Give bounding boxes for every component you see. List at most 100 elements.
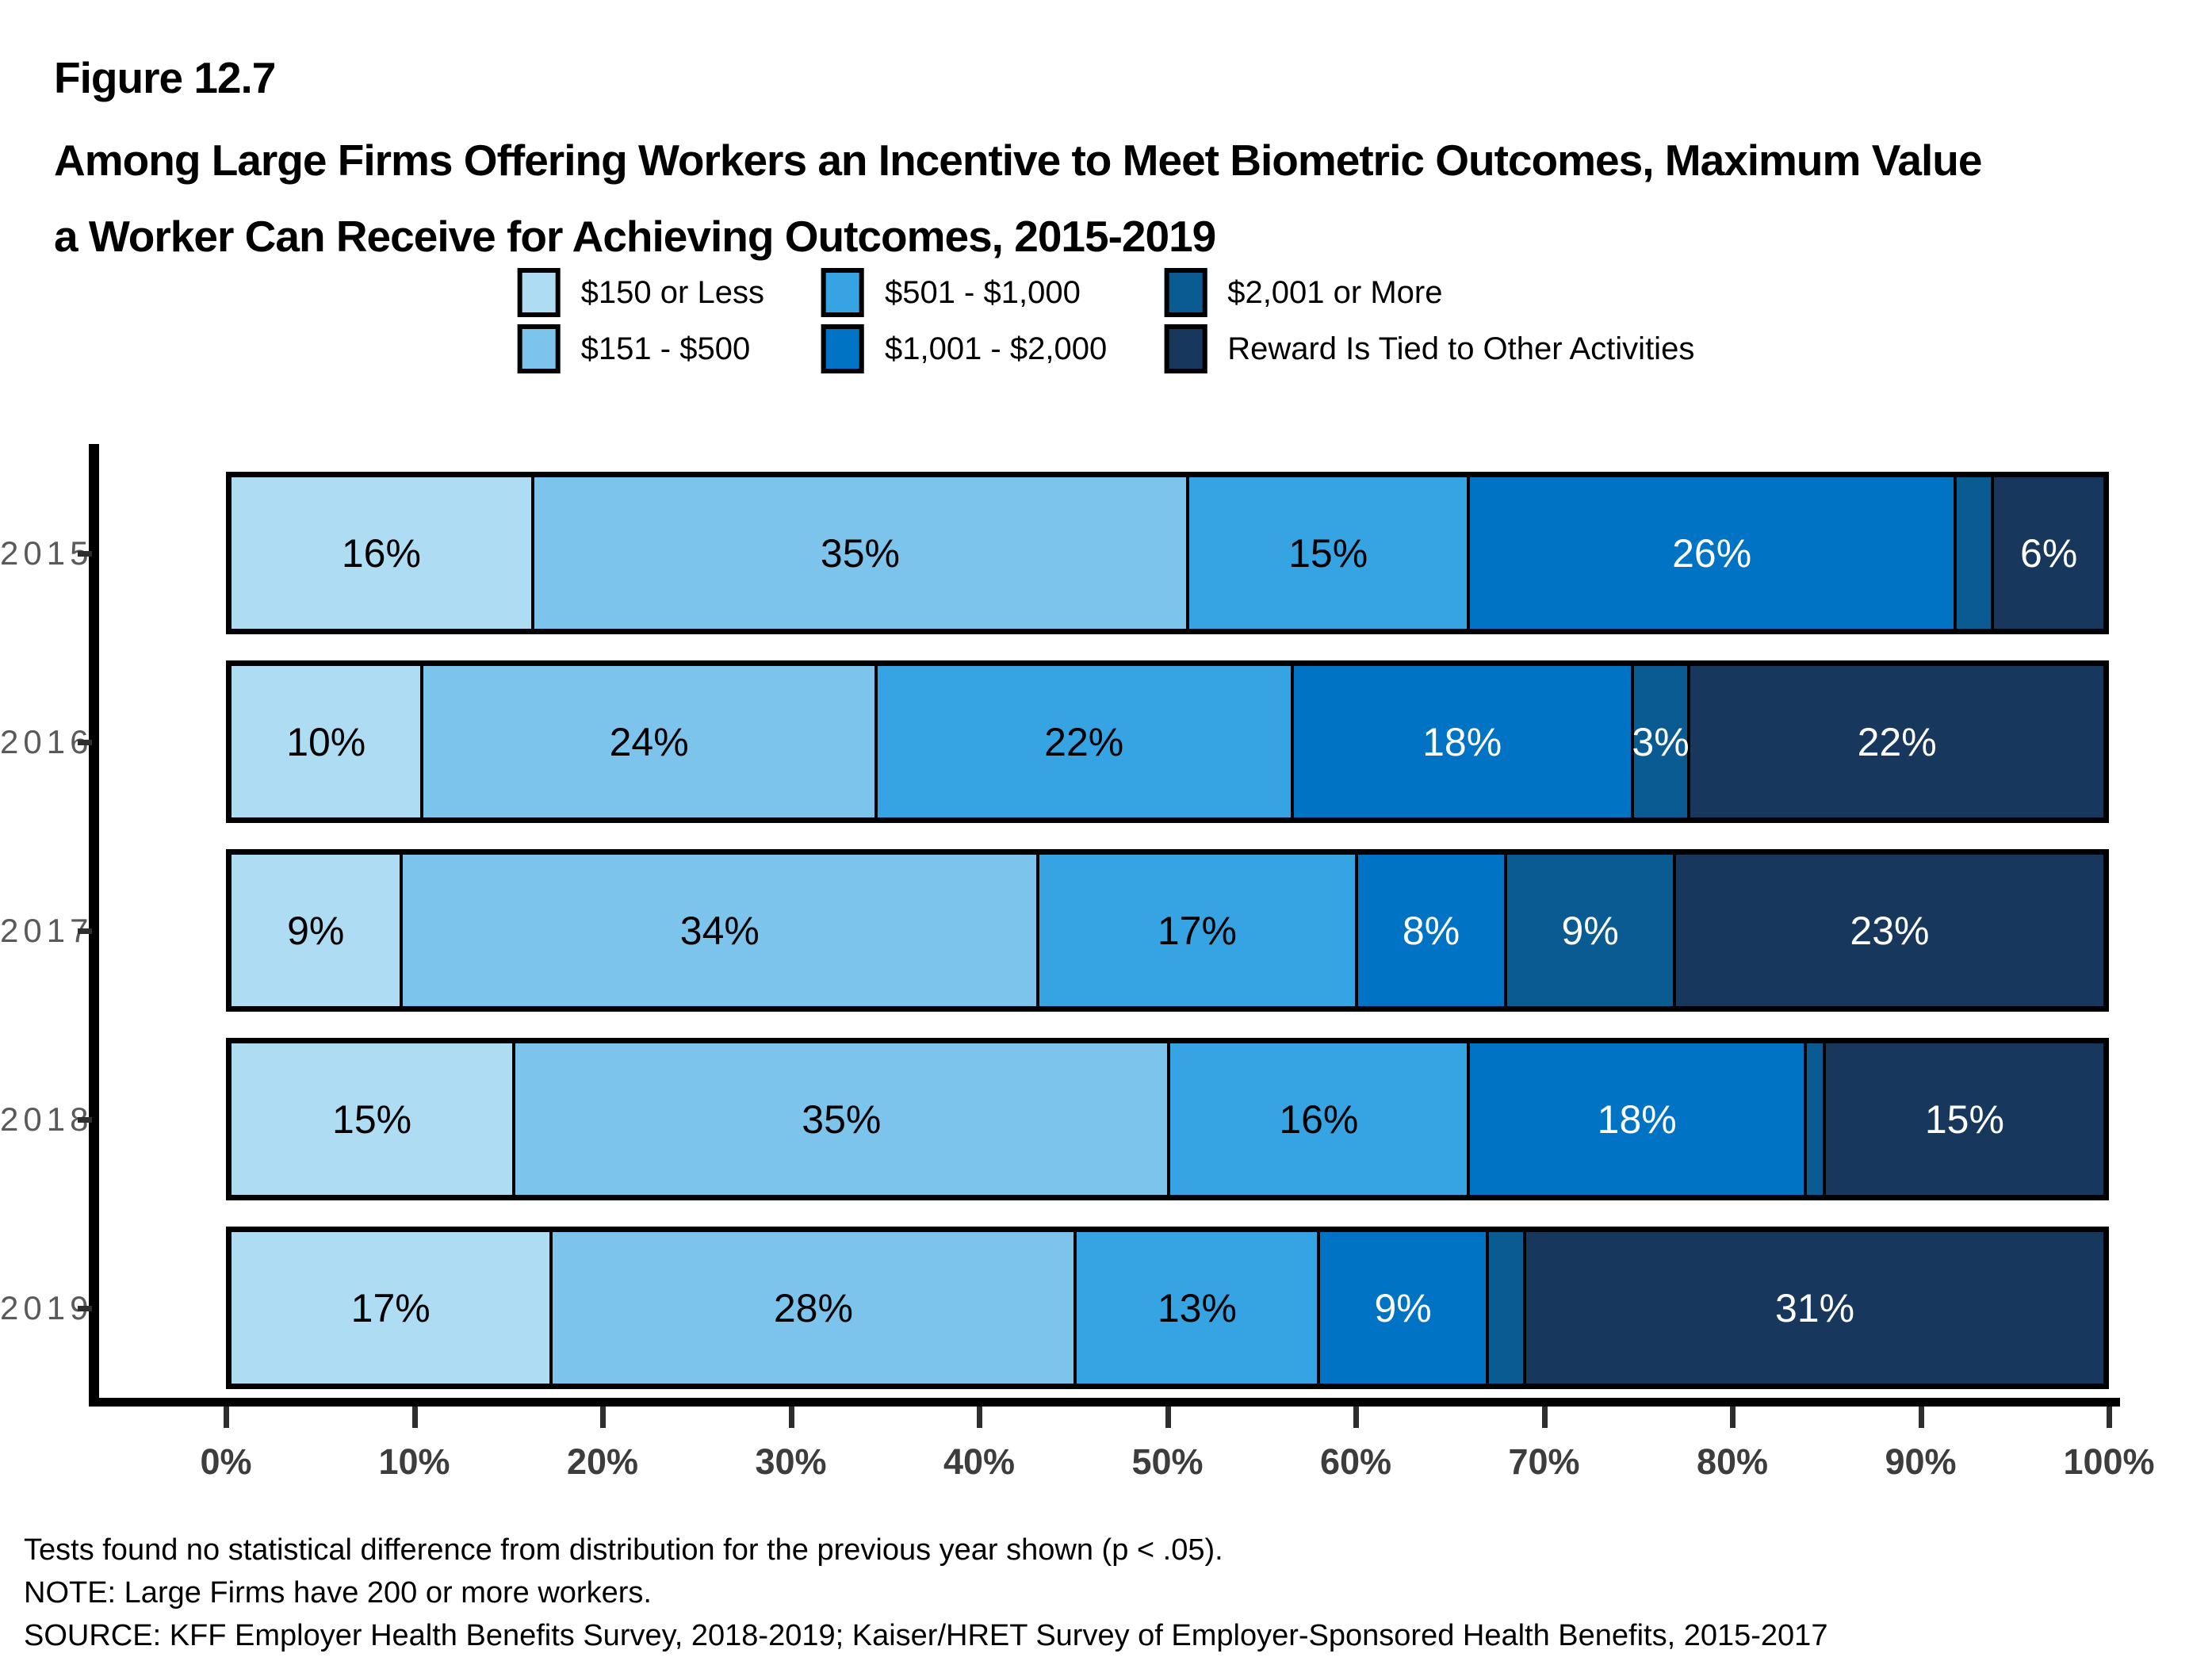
segment-value-label: 9% bbox=[287, 908, 345, 953]
y-axis-label-2019: 2019 bbox=[0, 1288, 94, 1326]
legend-column-2: $501 - $1,000 $1,001 - $2,000 bbox=[821, 268, 1107, 373]
segment-value-label: 35% bbox=[802, 1097, 882, 1142]
segment-value-label: 9% bbox=[1374, 1285, 1432, 1330]
segment-2017-1-001-2-000: 8% bbox=[1354, 855, 1505, 1006]
x-axis-line bbox=[89, 1398, 2120, 1407]
segment-value-label: 28% bbox=[773, 1285, 853, 1330]
bar-2017: 9% 34% 17% 8% 9% 23% bbox=[226, 849, 2109, 1012]
segment-2017-151-500: 34% bbox=[400, 855, 1037, 1006]
figure-title-line1: Among Large Firms Offering Workers an In… bbox=[54, 136, 1982, 185]
y-axis-tick-2016 bbox=[78, 739, 92, 745]
plot-area: 2015 2016 2017 2018 2019 16% 35% 15% 26% 6% 10% 24… bbox=[0, 444, 2212, 1498]
x-axis-tick-100 bbox=[2107, 1407, 2112, 1428]
footnote-statistics: Tests found no statistical difference fr… bbox=[24, 1533, 1223, 1567]
legend-item-150-or-less: $150 or Less bbox=[517, 268, 764, 317]
segment-2019-reward-is-tied-to-other-activities: 31% bbox=[1523, 1232, 2103, 1384]
segment-2018-2-001-or-more bbox=[1804, 1043, 1823, 1195]
y-axis-tick-2017 bbox=[78, 928, 92, 934]
legend-swatch-501-1-000-icon bbox=[821, 268, 864, 317]
segment-value-label: 34% bbox=[679, 908, 760, 953]
x-axis-label-30: 30% bbox=[755, 1441, 827, 1482]
segment-2016-2-001-or-more: 3% bbox=[1630, 666, 1690, 817]
x-axis-tick-90 bbox=[1918, 1407, 1924, 1428]
segment-value-label: 16% bbox=[1279, 1097, 1359, 1142]
y-axis-tick-2015 bbox=[78, 550, 92, 557]
segment-value-label: 8% bbox=[1402, 908, 1460, 953]
segment-2019-501-1-000: 13% bbox=[1073, 1232, 1318, 1384]
x-axis-label-20: 20% bbox=[566, 1441, 639, 1482]
y-axis-label-2018: 2018 bbox=[0, 1100, 94, 1138]
segment-2018-reward-is-tied-to-other-activities: 15% bbox=[1822, 1043, 2103, 1195]
x-axis-label-60: 60% bbox=[1319, 1441, 1392, 1482]
legend-item-2-001-or-more: $2,001 or More bbox=[1164, 268, 1694, 317]
title-block: Figure 12.7 Among Large Firms Offering W… bbox=[54, 49, 1982, 274]
x-axis-tick-60 bbox=[1353, 1407, 1359, 1428]
segment-value-label: 3% bbox=[1632, 719, 1690, 764]
segment-value-label: 15% bbox=[332, 1097, 412, 1142]
segment-2016-501-1-000: 22% bbox=[874, 666, 1291, 817]
x-axis-label-10: 10% bbox=[378, 1441, 450, 1482]
legend-label-501-1-000: $501 - $1,000 bbox=[884, 274, 1081, 310]
x-axis-tick-20 bbox=[600, 1407, 606, 1428]
segment-2019-151-500: 28% bbox=[549, 1232, 1074, 1384]
bar-2015: 16% 35% 15% 26% 6% bbox=[226, 472, 2109, 634]
bar-2016: 10% 24% 22% 18% 3% 22% bbox=[226, 660, 2109, 823]
segment-2019-1-001-2-000: 9% bbox=[1317, 1232, 1486, 1384]
segment-value-label: 18% bbox=[1422, 719, 1502, 764]
segment-2017-501-1-000: 17% bbox=[1036, 855, 1355, 1006]
legend-label-2-001-or-more: $2,001 or More bbox=[1227, 274, 1443, 310]
legend-swatch-2-001-or-more-icon bbox=[1164, 268, 1207, 317]
segment-value-label: 35% bbox=[820, 530, 900, 576]
footnote-note: NOTE: Large Firms have 200 or more worke… bbox=[24, 1576, 652, 1610]
segment-2015-1-001-2-000: 26% bbox=[1467, 477, 1954, 629]
segment-value-label: 9% bbox=[1561, 908, 1619, 953]
segment-2016-151-500: 24% bbox=[420, 666, 874, 817]
footnotes: Tests found no statistical difference fr… bbox=[24, 1529, 1827, 1657]
x-axis-tick-50 bbox=[1165, 1407, 1171, 1428]
segment-value-label: 17% bbox=[1157, 908, 1237, 953]
segment-2017-reward-is-tied-to-other-activities: 23% bbox=[1672, 855, 2103, 1006]
legend-swatch-151-500-icon bbox=[517, 324, 561, 373]
segment-value-label: 6% bbox=[2020, 530, 2078, 576]
legend-swatch-1-001-2-000-icon bbox=[821, 324, 864, 373]
segment-2015-501-1-000: 15% bbox=[1186, 477, 1468, 629]
legend-label-150-or-less: $150 or Less bbox=[580, 274, 764, 310]
segment-2017-2-001-or-more: 9% bbox=[1504, 855, 1673, 1006]
y-axis-label-2016: 2016 bbox=[0, 722, 94, 760]
x-axis-tick-30 bbox=[788, 1407, 794, 1428]
segment-2015-2-001-or-more bbox=[1954, 477, 1992, 629]
segment-2019-150-or-less: 17% bbox=[232, 1232, 550, 1384]
y-axis-line bbox=[89, 444, 99, 1407]
segment-value-label: 22% bbox=[1857, 719, 1937, 764]
segment-2015-reward-is-tied-to-other-activities: 6% bbox=[1991, 477, 2103, 629]
legend-label-1-001-2-000: $1,001 - $2,000 bbox=[884, 331, 1108, 366]
bar-2019: 17% 28% 13% 9% 31% bbox=[226, 1227, 2109, 1389]
x-axis-tick-70 bbox=[1541, 1407, 1548, 1428]
x-axis-label-100: 100% bbox=[2063, 1441, 2155, 1482]
segment-value-label: 22% bbox=[1044, 719, 1124, 764]
segment-value-label: 17% bbox=[350, 1285, 431, 1330]
legend-item-1-001-2-000: $1,001 - $2,000 bbox=[821, 324, 1107, 373]
x-axis-label-40: 40% bbox=[943, 1441, 1016, 1482]
segment-value-label: 16% bbox=[341, 530, 421, 576]
y-axis-tick-2019 bbox=[78, 1305, 92, 1311]
figure-title-line2: a Worker Can Receive for Achieving Outco… bbox=[54, 212, 1216, 261]
legend-column-1: $150 or Less $151 - $500 bbox=[517, 268, 764, 373]
x-axis-label-90: 90% bbox=[1885, 1441, 1957, 1482]
segment-value-label: 31% bbox=[1774, 1285, 1855, 1330]
segment-value-label: 26% bbox=[1672, 530, 1752, 576]
y-axis-tick-2018 bbox=[78, 1116, 92, 1123]
legend-swatch-reward-is-tied-to-other-activities-icon bbox=[1164, 324, 1207, 373]
segment-2015-151-500: 35% bbox=[530, 477, 1187, 629]
segment-2017-150-or-less: 9% bbox=[232, 855, 400, 1006]
x-axis-tick-40 bbox=[977, 1407, 982, 1428]
segment-value-label: 15% bbox=[1288, 530, 1368, 576]
x-axis-tick-0 bbox=[224, 1407, 229, 1428]
segment-value-label: 18% bbox=[1597, 1097, 1677, 1142]
segment-2015-150-or-less: 16% bbox=[232, 477, 531, 629]
segment-2019-2-001-or-more bbox=[1485, 1232, 1524, 1384]
segment-value-label: 15% bbox=[1924, 1097, 2004, 1142]
y-axis-label-2015: 2015 bbox=[0, 534, 94, 572]
legend-item-501-1-000: $501 - $1,000 bbox=[821, 268, 1107, 317]
